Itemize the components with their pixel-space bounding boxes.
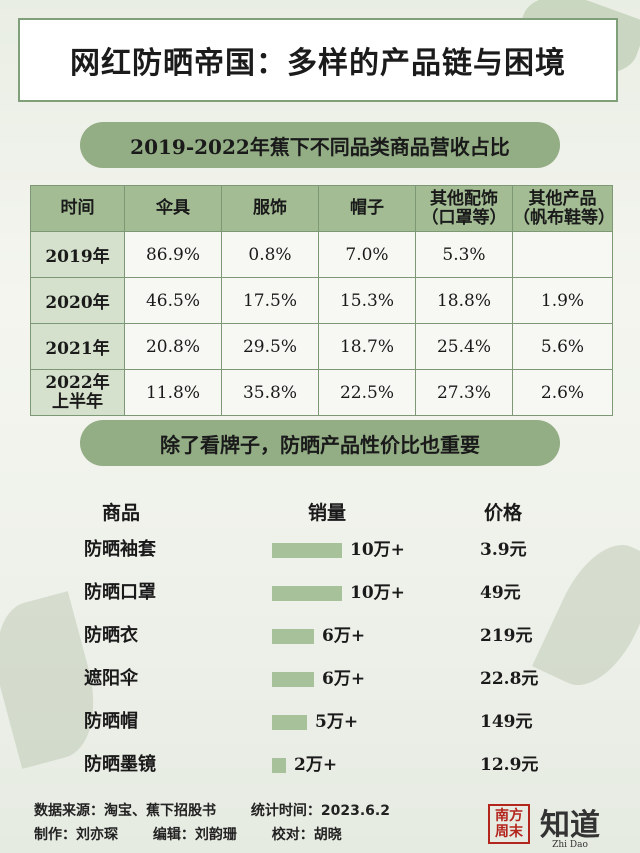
cell-value: 7.0%	[318, 231, 416, 278]
cell-value: 46.5%	[124, 277, 222, 324]
table-header-row: 时间 伞具 服饰 帽子 其他配饰（口罩等） 其他产品（帆布鞋等）	[30, 185, 615, 232]
header-umbrella: 伞具	[124, 185, 222, 232]
cell-value: 15.3%	[318, 277, 416, 324]
footer-proofreader: 校对：胡晓	[271, 827, 342, 843]
product-price: 149元	[480, 712, 533, 732]
footer-producer: 制作：刘亦琛	[34, 827, 118, 843]
section-title-products: 除了看牌子，防晒产品性价比也重要	[80, 420, 560, 466]
table-row: 2021年 20.8% 29.5% 18.7% 25.4% 5.6%	[30, 323, 613, 370]
cell-value: 18.8%	[415, 277, 513, 324]
header-hat: 帽子	[318, 185, 416, 232]
product-name: 防晒衣	[84, 625, 138, 646]
cell-value: 2.6%	[512, 369, 613, 416]
cell-value: 22.5%	[318, 369, 416, 416]
product-price: 3.9元	[480, 540, 527, 560]
product-price: 12.9元	[480, 755, 539, 775]
sales-label: 5万+	[315, 712, 359, 732]
southern-weekly-logo: 南方周末	[488, 804, 530, 844]
cell-value: 5.3%	[415, 231, 513, 278]
section-title-revenue: 2019-2022年蕉下不同品类商品营收占比	[80, 122, 560, 168]
cell-value: 11.8%	[124, 369, 222, 416]
product-name: 遮阳伞	[84, 668, 138, 689]
product-price: 49元	[480, 583, 521, 603]
row-year: 2021年	[30, 323, 125, 370]
sales-bar	[272, 715, 307, 730]
sales-label: 6万+	[322, 669, 366, 689]
header-price: 价格	[484, 502, 523, 524]
cell-value: 17.5%	[221, 277, 319, 324]
footer-source: 数据来源：淘宝、蕉下招股书	[34, 803, 216, 819]
cell-value: 25.4%	[415, 323, 513, 370]
product-name: 防晒口罩	[84, 582, 156, 603]
footer-line-1: 数据来源：淘宝、蕉下招股书 统计时间：2023.6.2	[34, 800, 420, 820]
title-box: 网红防晒帝国：多样的产品链与困境	[18, 18, 618, 102]
cell-value: 1.9%	[512, 277, 613, 324]
footer-line-2: 制作：刘亦琛 编辑：刘韵珊 校对：胡晓	[34, 824, 372, 844]
revenue-table: 时间 伞具 服饰 帽子 其他配饰（口罩等） 其他产品（帆布鞋等） 2019年 8…	[30, 185, 615, 416]
cell-value: 35.8%	[221, 369, 319, 416]
product-name: 防晒帽	[84, 711, 138, 732]
sales-label: 10万+	[350, 540, 405, 560]
product-name: 防晒袖套	[84, 539, 156, 560]
cell-value: 0.8%	[221, 231, 319, 278]
cell-value: 20.8%	[124, 323, 222, 370]
product-row: 防晒帽 5万+ 149元	[0, 708, 640, 736]
table-row: 2019年 86.9% 0.8% 7.0% 5.3%	[30, 231, 613, 278]
cell-value: 29.5%	[221, 323, 319, 370]
table-row: 2022年上半年 11.8% 35.8% 22.5% 27.3% 2.6%	[30, 369, 613, 416]
sales-bar	[272, 672, 314, 687]
cell-value: 27.3%	[415, 369, 513, 416]
zhidao-logo: 知道 Zhi Dao	[540, 808, 600, 850]
sales-label: 6万+	[322, 626, 366, 646]
page-title: 网红防晒帝国：多样的产品链与困境	[70, 46, 566, 81]
footer-editor: 编辑：刘韵珊	[152, 827, 237, 843]
product-row: 防晒墨镜 2万+ 12.9元	[0, 751, 640, 779]
sales-bar	[272, 758, 286, 773]
product-row: 遮阳伞 6万+ 22.8元	[0, 665, 640, 693]
product-row: 防晒口罩 10万+ 49元	[0, 579, 640, 607]
row-year: 2020年	[30, 277, 125, 324]
header-apparel: 服饰	[221, 185, 319, 232]
header-product: 商品	[102, 502, 141, 524]
cell-value: 86.9%	[124, 231, 222, 278]
sales-label: 2万+	[294, 755, 338, 775]
product-price: 219元	[480, 626, 533, 646]
cell-value: 18.7%	[318, 323, 416, 370]
table-row: 2020年 46.5% 17.5% 15.3% 18.8% 1.9%	[30, 277, 613, 324]
sales-bar	[272, 629, 314, 644]
sales-bar	[272, 586, 342, 601]
product-row: 防晒袖套 10万+ 3.9元	[0, 536, 640, 564]
product-name: 防晒墨镜	[84, 754, 156, 775]
product-price: 22.8元	[480, 669, 539, 689]
row-year: 2022年上半年	[30, 369, 125, 416]
header-time: 时间	[30, 185, 125, 232]
product-row: 防晒衣 6万+ 219元	[0, 622, 640, 650]
sales-bar	[272, 543, 342, 558]
header-other-products: 其他产品（帆布鞋等）	[512, 185, 615, 232]
header-other-accessories: 其他配饰（口罩等）	[415, 185, 513, 232]
sales-label: 10万+	[350, 583, 405, 603]
row-year: 2019年	[30, 231, 125, 278]
cell-value	[512, 231, 613, 278]
footer-stat-time: 统计时间：2023.6.2	[250, 803, 390, 819]
cell-value: 5.6%	[512, 323, 613, 370]
header-sales: 销量	[308, 502, 347, 524]
